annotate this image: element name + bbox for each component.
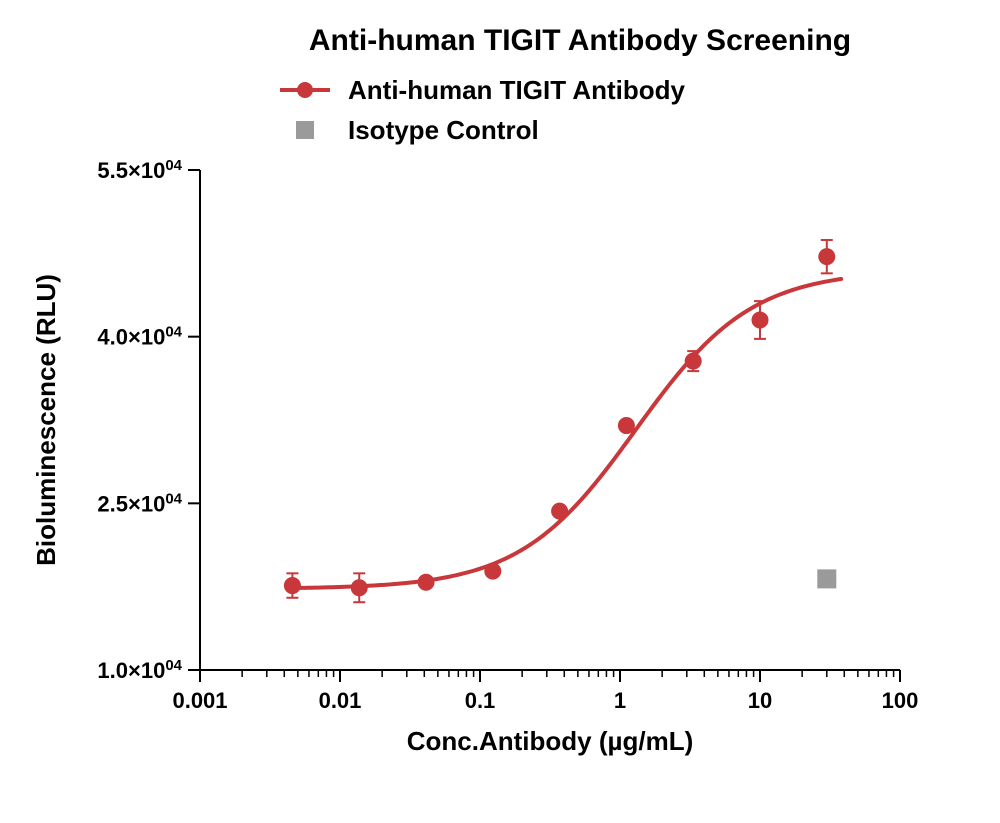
data-point	[819, 249, 835, 265]
x-tick-label: 0.1	[465, 688, 496, 713]
data-point	[618, 418, 634, 434]
data-point	[818, 570, 836, 588]
data-point	[485, 563, 501, 579]
x-tick-label: 0.001	[172, 688, 227, 713]
chart-svg: Anti-human TIGIT Antibody Screening 0.001…	[0, 0, 1000, 823]
legend-circle-icon	[297, 82, 313, 98]
data-point	[752, 312, 768, 328]
data-point	[284, 578, 300, 594]
x-axis-label: Conc.Antibody (µg/mL)	[407, 726, 694, 756]
y-tick-label: 5.5×1004	[97, 157, 182, 184]
chart-container: Anti-human TIGIT Antibody Screening 0.001…	[0, 0, 1000, 823]
x-tick-label: 100	[882, 688, 919, 713]
y-axis-label: Bioluminescence (RLU)	[31, 274, 61, 566]
data-point	[418, 574, 434, 590]
legend-square-icon	[296, 121, 314, 139]
y-tick-label: 4.0×1004	[97, 323, 182, 350]
y-tick-label: 2.5×1004	[97, 490, 182, 517]
y-tick-label: 1.0×1004	[97, 657, 182, 684]
x-tick-label: 10	[748, 688, 772, 713]
data-point	[552, 503, 568, 519]
legend-label-0: Anti-human TIGIT Antibody	[348, 75, 686, 105]
legend-label-1: Isotype Control	[348, 115, 539, 145]
x-tick-label: 0.01	[319, 688, 362, 713]
data-point	[685, 353, 701, 369]
x-tick-label: 1	[614, 688, 626, 713]
data-point	[351, 580, 367, 596]
chart-title: Anti-human TIGIT Antibody Screening	[309, 24, 851, 57]
